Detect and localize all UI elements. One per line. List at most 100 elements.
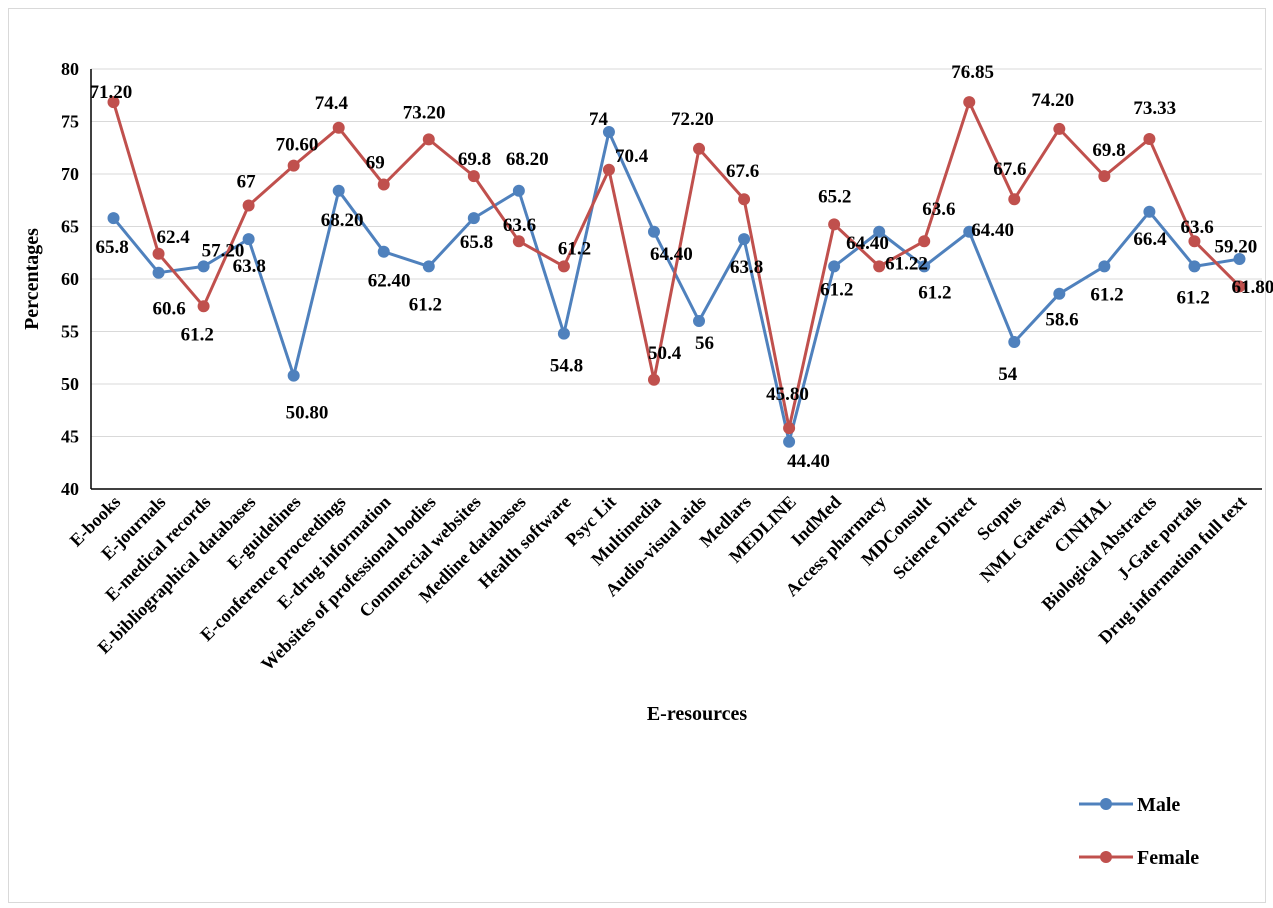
data-label-female: 59.20: [1214, 236, 1257, 257]
data-point-male: [332, 184, 345, 197]
data-label-female: 62.4: [157, 227, 191, 248]
data-point-female: [332, 121, 345, 134]
data-label-female: 69.8: [1092, 140, 1125, 161]
y-axis-title: Percentages: [21, 228, 43, 330]
data-label-male: 54.8: [550, 356, 583, 377]
data-point-female: [783, 422, 796, 435]
data-label-female: 61.22: [885, 253, 928, 274]
data-point-female: [1188, 235, 1201, 248]
data-label-male: 68.20: [506, 149, 549, 170]
data-point-male: [557, 327, 570, 340]
data-label-female: 69: [366, 153, 385, 174]
y-tick-label: 80: [61, 59, 79, 79]
data-point-female: [467, 170, 480, 183]
legend: Male Female: [1079, 794, 1199, 869]
data-point-female: [963, 96, 976, 109]
y-tick-label: 40: [61, 479, 79, 499]
data-point-female: [738, 193, 751, 206]
data-point-female: [873, 260, 886, 273]
data-point-female: [377, 178, 390, 191]
data-point-male: [422, 260, 435, 273]
data-label-male: 63.8: [233, 256, 266, 277]
data-point-male: [512, 184, 525, 197]
data-point-male: [1233, 253, 1246, 266]
data-point-male: [1008, 336, 1021, 348]
data-point-male: [963, 225, 976, 238]
data-point-female: [422, 133, 435, 146]
data-point-female: [828, 218, 841, 231]
data-point-male: [152, 266, 165, 279]
data-point-male: [647, 225, 660, 238]
series-line-male: [112, 130, 1240, 444]
data-label-male: 68.20: [321, 210, 364, 231]
data-point-male: [828, 260, 841, 273]
data-point-male: [738, 233, 751, 246]
data-point-female: [107, 96, 120, 109]
data-point-male: [377, 245, 390, 258]
data-label-male: 64.40: [650, 244, 693, 265]
data-point-female: [1008, 193, 1021, 206]
data-label-female: 50.4: [648, 343, 682, 364]
data-label-female: 73.33: [1133, 98, 1176, 119]
data-label-male: 61.2: [918, 282, 951, 303]
data-point-female: [512, 235, 525, 248]
data-point-female: [918, 235, 931, 248]
x-axis-title: E-resources: [647, 703, 748, 725]
data-label-male: 56: [695, 333, 714, 354]
data-label-male: 61.2: [1090, 284, 1123, 305]
data-point-female: [647, 373, 660, 386]
data-label-male: 66.4: [1133, 229, 1167, 250]
data-point-female: [1143, 133, 1156, 146]
data-point-male: [693, 315, 706, 327]
data-point-female: [557, 260, 570, 273]
data-label-female: 72.20: [671, 109, 714, 130]
data-label-male: 62.40: [368, 271, 411, 292]
data-label-male: 44.40: [787, 451, 830, 472]
y-tick-label: 45: [61, 427, 79, 447]
data-label-female: 63.6: [1180, 217, 1213, 238]
data-point-male: [197, 260, 210, 273]
data-label-male: 61.80: [1231, 277, 1273, 298]
data-point-female: [1098, 170, 1111, 183]
data-point-male: [467, 212, 480, 225]
data-point-male: [1098, 260, 1111, 273]
data-label-male: 64.40: [846, 233, 889, 254]
data-label-female: 74.4: [315, 93, 349, 114]
y-tick-label: 50: [61, 374, 79, 394]
y-tick-label: 60: [61, 269, 79, 289]
data-label-male: 65.8: [460, 232, 493, 253]
data-label-female: 74.20: [1031, 90, 1074, 111]
data-label-female: 70.60: [276, 135, 319, 156]
data-label-male: 74: [589, 109, 609, 130]
chart-frame: [8, 8, 1266, 903]
y-axis: 40 45 50 55 60 65 70 75 80: [61, 59, 92, 499]
series-points: [107, 96, 1246, 448]
data-point-female: [287, 159, 300, 172]
data-label-female: 71.20: [90, 82, 133, 103]
data-label-female: 45.80: [766, 384, 809, 405]
data-label-female: 69.8: [458, 149, 491, 170]
data-label-male: 64.40: [971, 220, 1014, 241]
legend-item-male: Male: [1079, 794, 1180, 816]
data-label-female: 76.85: [951, 62, 994, 83]
data-point-female: [152, 247, 165, 260]
data-label-female: 70.4: [615, 146, 649, 167]
data-point-male: [1053, 287, 1066, 300]
data-point-male: [602, 126, 615, 138]
legend-item-female: Female: [1079, 847, 1199, 869]
data-label-female: 63.6: [922, 199, 955, 220]
data-label-male: 61.2: [409, 294, 442, 315]
data-point-male: [1188, 260, 1201, 273]
data-label-female: 67.6: [993, 159, 1026, 180]
data-point-male: [783, 435, 796, 448]
data-label-female: 73.20: [403, 102, 446, 123]
data-label-male: 54: [998, 364, 1018, 385]
data-label-female: 61.2: [181, 324, 214, 345]
y-tick-label: 75: [61, 112, 79, 132]
data-point-female: [1233, 280, 1246, 293]
data-label-female: 63.6: [503, 215, 536, 236]
data-point-male: [242, 233, 255, 246]
data-label-male: 57.20: [202, 240, 245, 261]
data-label-male: 60.6: [153, 299, 186, 320]
